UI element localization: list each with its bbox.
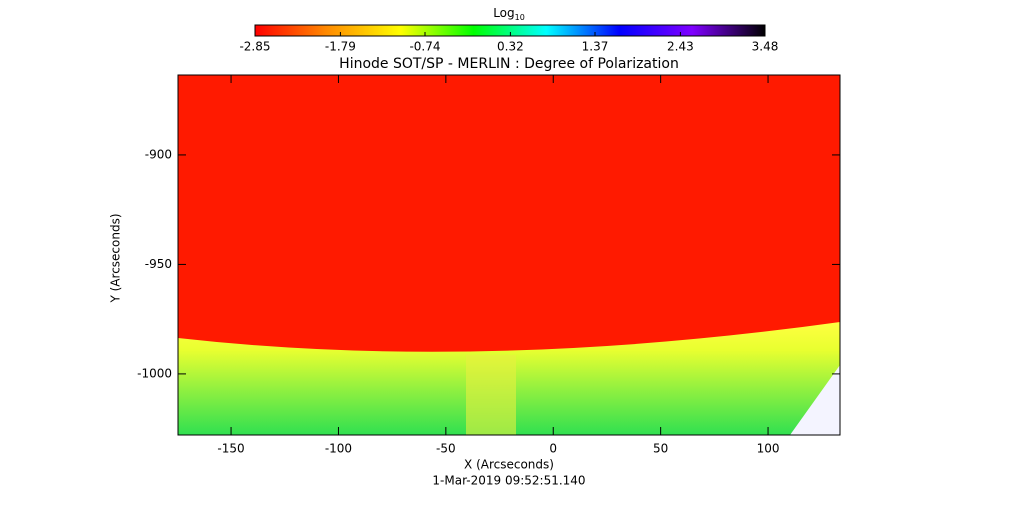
colorbar-tick-label: 0.32 bbox=[497, 40, 524, 54]
y-tick-label: -950 bbox=[145, 257, 172, 271]
image-noise bbox=[790, 365, 840, 435]
x-tick-label: -50 bbox=[436, 442, 456, 456]
x-tick-label: -150 bbox=[217, 442, 244, 456]
colorbar-tick-label: -0.74 bbox=[409, 40, 440, 54]
colorbar-tick-label: -2.85 bbox=[239, 40, 270, 54]
plot-frame bbox=[177, 74, 841, 436]
colorbar-label-text: Log bbox=[493, 6, 514, 20]
y-tick-label: -900 bbox=[145, 147, 172, 161]
y-tick-label: -1000 bbox=[137, 366, 172, 380]
chart-title: Hinode SOT/SP - MERLIN : Degree of Polar… bbox=[339, 56, 679, 72]
colorbar-tick-label: -1.79 bbox=[325, 40, 356, 54]
x-tick-label: -100 bbox=[325, 442, 352, 456]
colorbar-tick-label: 1.37 bbox=[582, 40, 609, 54]
image bbox=[177, 74, 841, 436]
x-tick-label: 50 bbox=[653, 442, 668, 456]
y-axis-label: Y (Arcseconds) bbox=[109, 213, 123, 303]
image-streak bbox=[466, 355, 516, 435]
x-axis-label: X (Arcseconds) bbox=[464, 458, 554, 472]
colorbar-tick-label: 2.43 bbox=[667, 40, 694, 54]
colorbar-label-sub: 10 bbox=[515, 13, 525, 22]
footer: 1-Mar-2019 09:52:51.140 bbox=[432, 474, 585, 488]
colorbar-tick-label: 3.48 bbox=[752, 40, 779, 54]
colorbar-label: Log10 bbox=[493, 6, 525, 22]
x-tick-label: 0 bbox=[549, 442, 557, 456]
x-tick-label: 100 bbox=[757, 442, 780, 456]
